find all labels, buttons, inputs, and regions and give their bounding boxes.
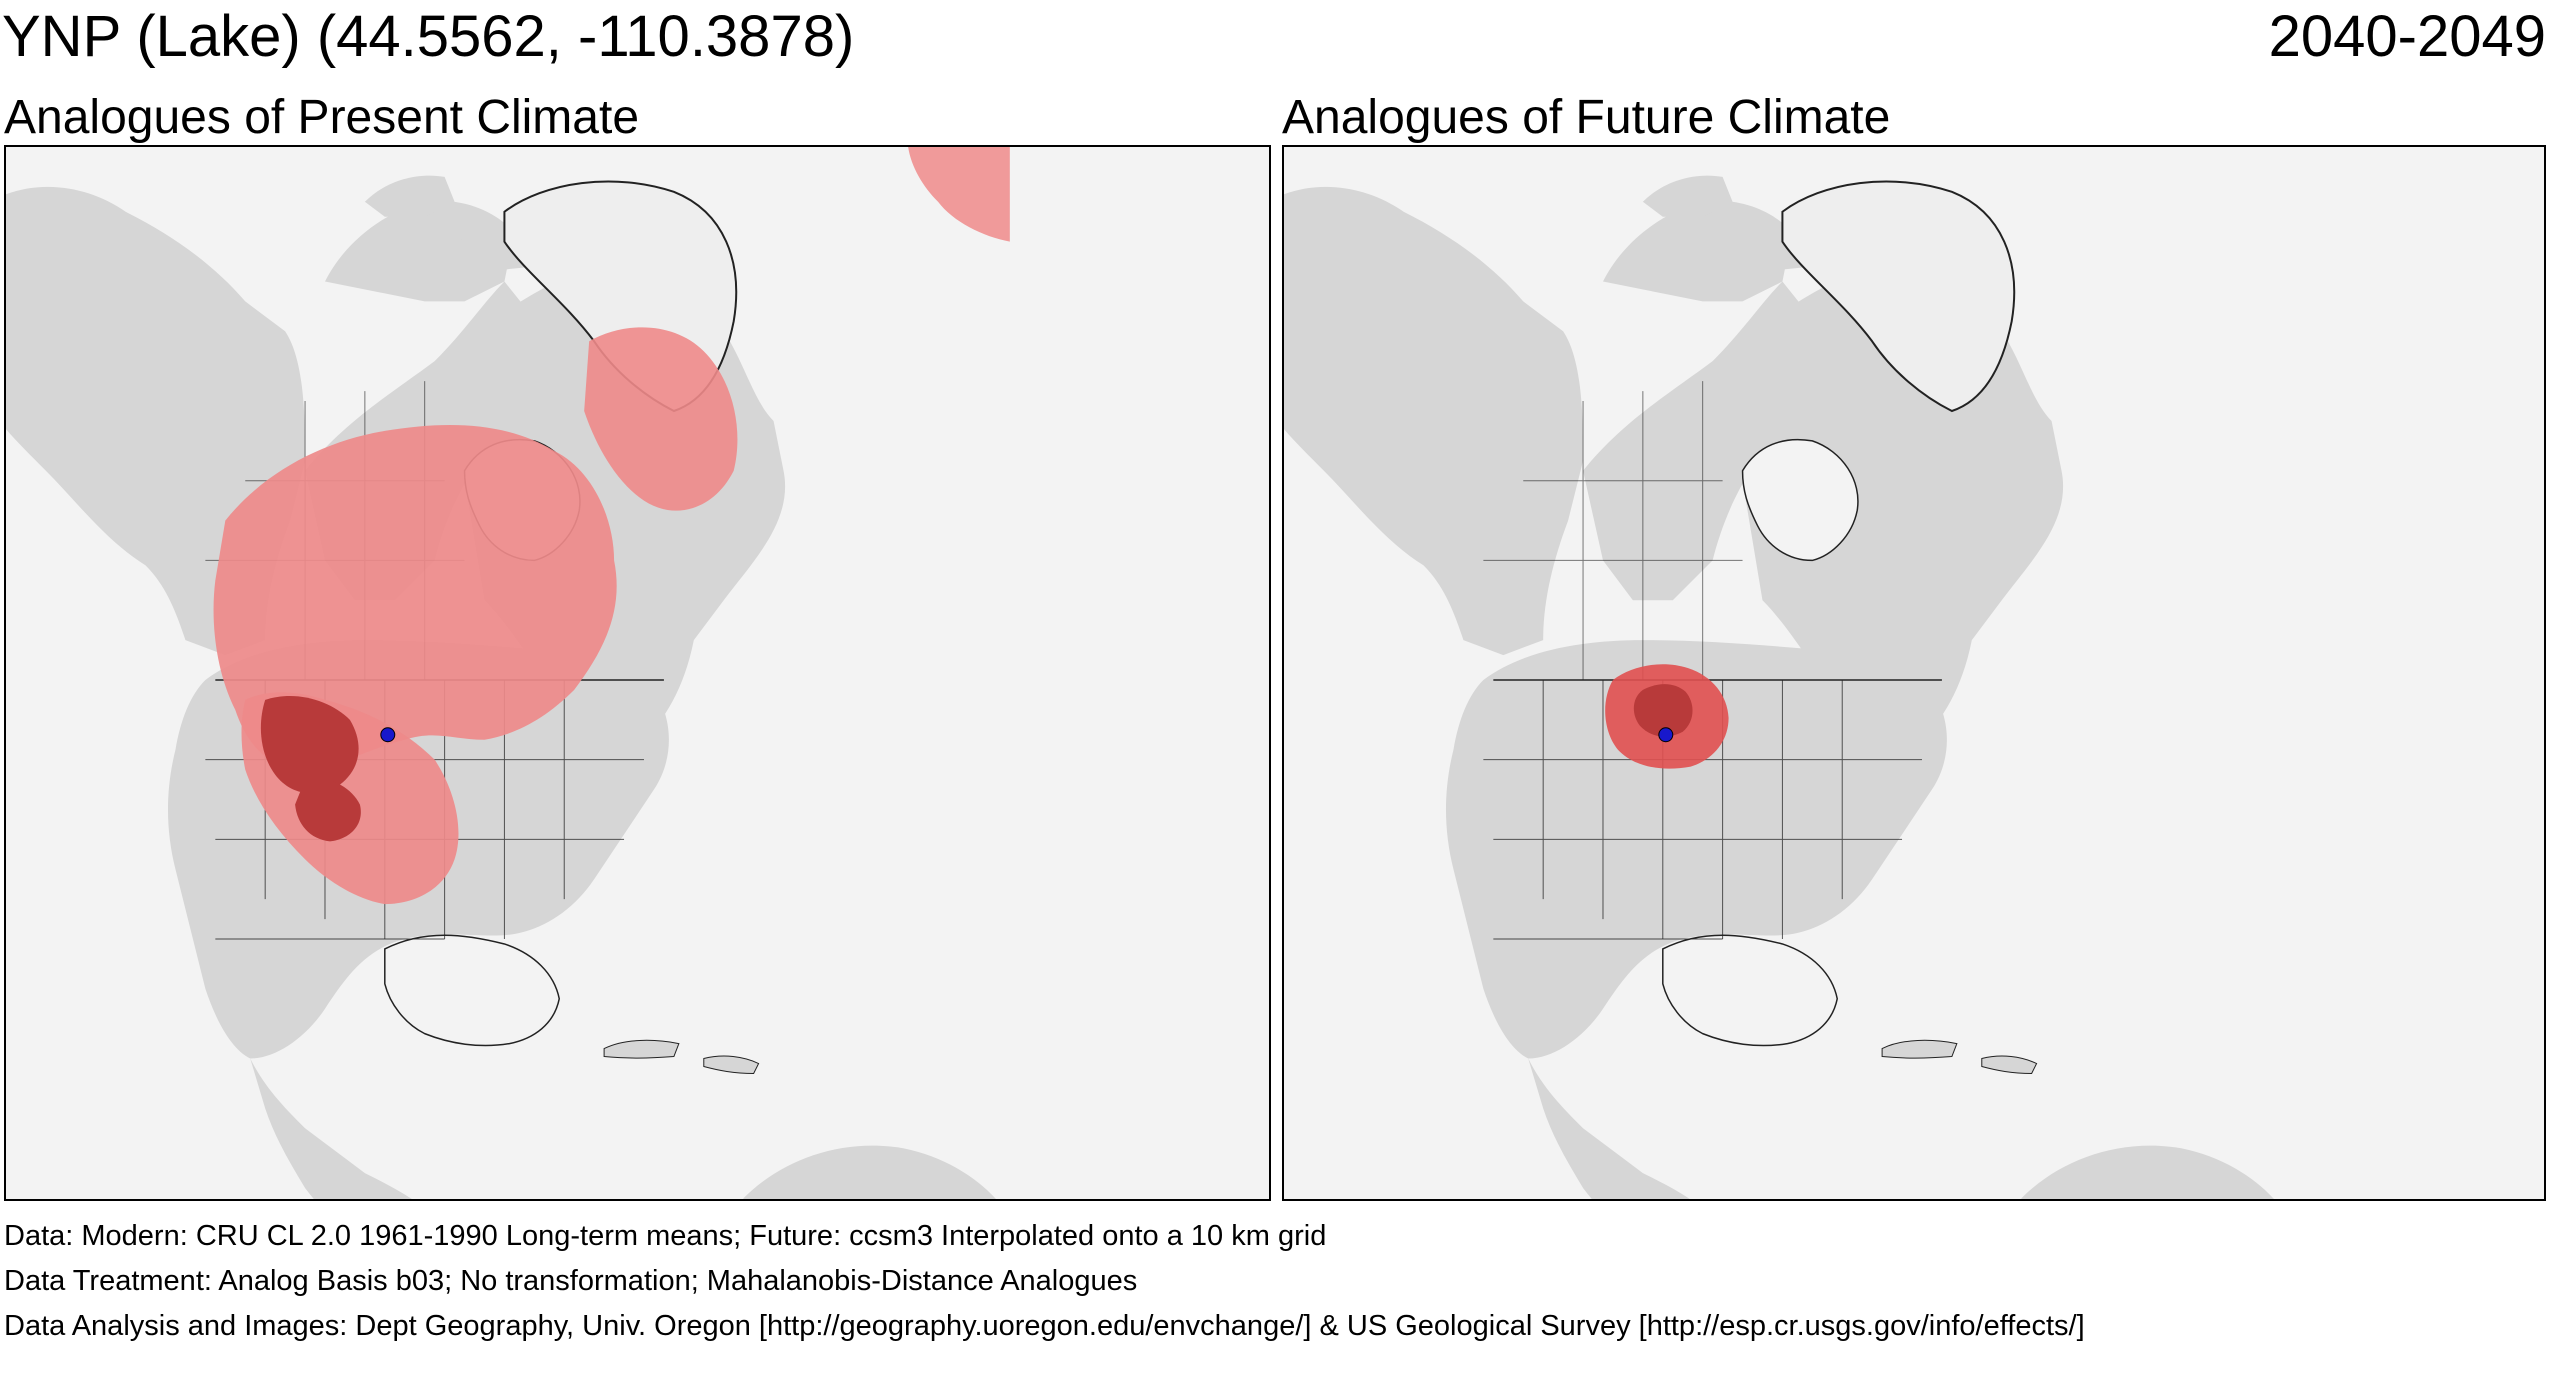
future-panel-title: Analogues of Future Climate <box>1282 91 1891 144</box>
present-climate-map <box>4 145 1271 1201</box>
site-title: YNP (Lake) (44.5562, -110.3878) <box>2 4 855 69</box>
future-analogue-area <box>1605 664 1729 769</box>
present-panel-title: Analogues of Present Climate <box>4 91 640 144</box>
future-climate-map <box>1282 145 2546 1201</box>
basemap-layer <box>1284 175 2288 1199</box>
site-marker <box>380 727 396 743</box>
period-label: 2040-2049 <box>2268 4 2546 69</box>
footer-data-analysis: Data Analysis and Images: Dept Geography… <box>4 1310 2085 1342</box>
present-analogue-area <box>213 147 1010 905</box>
site-marker <box>1658 727 1674 743</box>
footer-data-source: Data: Modern: CRU CL 2.0 1961-1990 Long-… <box>4 1220 1327 1252</box>
footer-data-treatment: Data Treatment: Analog Basis b03; No tra… <box>4 1265 1138 1297</box>
